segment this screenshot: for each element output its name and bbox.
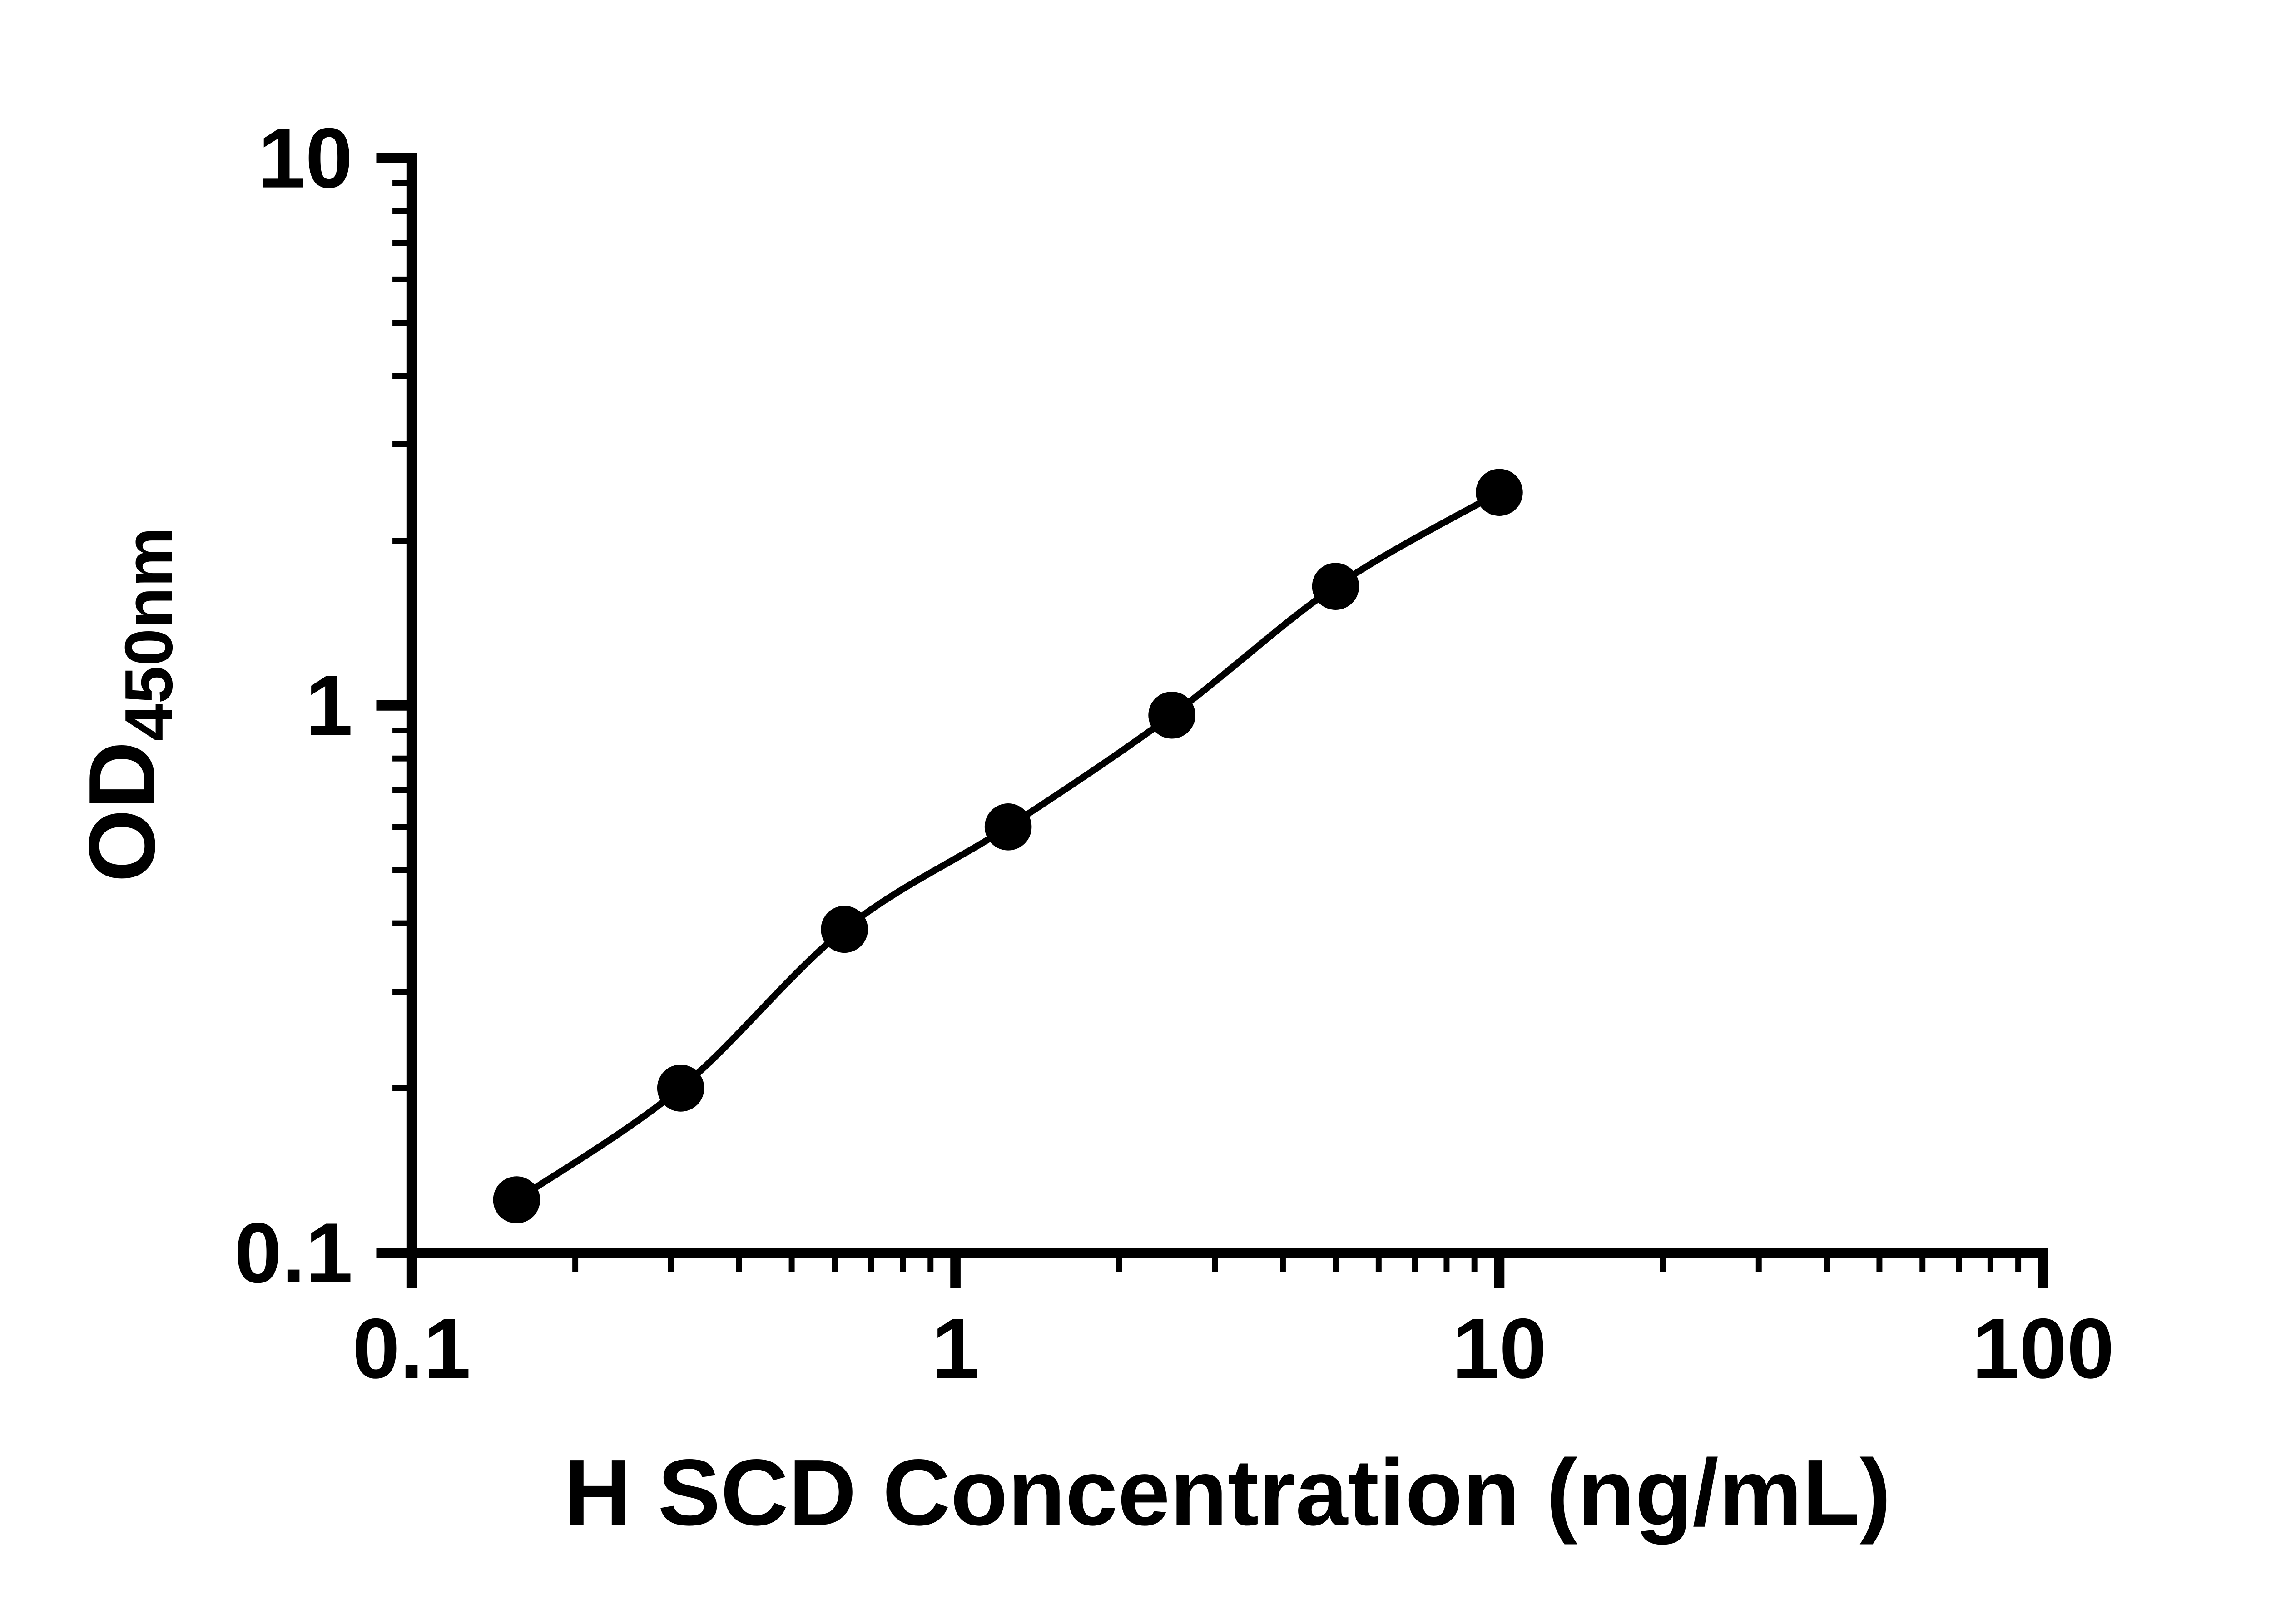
axes — [406, 153, 2048, 1258]
data-point — [1148, 691, 1195, 739]
x-axis-title: H SCD Concentration (ng/mL) — [564, 1440, 1891, 1545]
y-axis-title-main: OD — [69, 741, 174, 882]
minor-ticks — [392, 180, 2022, 1272]
y-tick-label: 1 — [305, 658, 352, 753]
data-point — [984, 803, 1032, 851]
x-tick-label: 100 — [1972, 1301, 2114, 1396]
y-tick-label: 10 — [258, 110, 353, 206]
data-point — [1476, 469, 1523, 516]
data-point — [821, 906, 868, 953]
data-point — [657, 1065, 704, 1112]
y-axis-title: OD450nm — [69, 527, 187, 882]
data-points — [493, 469, 1523, 1223]
data-point — [493, 1176, 540, 1223]
y-tick-label: 0.1 — [234, 1205, 353, 1301]
major-ticks — [376, 153, 2048, 1288]
y-axis-title-sub: 450nm — [111, 527, 187, 742]
x-tick-label: 1 — [932, 1301, 979, 1396]
x-tick-label: 10 — [1452, 1301, 1547, 1396]
x-tick-label: 0.1 — [352, 1301, 471, 1396]
tick-labels: 0.1 1 10 100 10 1 0.1 — [234, 110, 2114, 1396]
data-point — [1312, 563, 1359, 610]
